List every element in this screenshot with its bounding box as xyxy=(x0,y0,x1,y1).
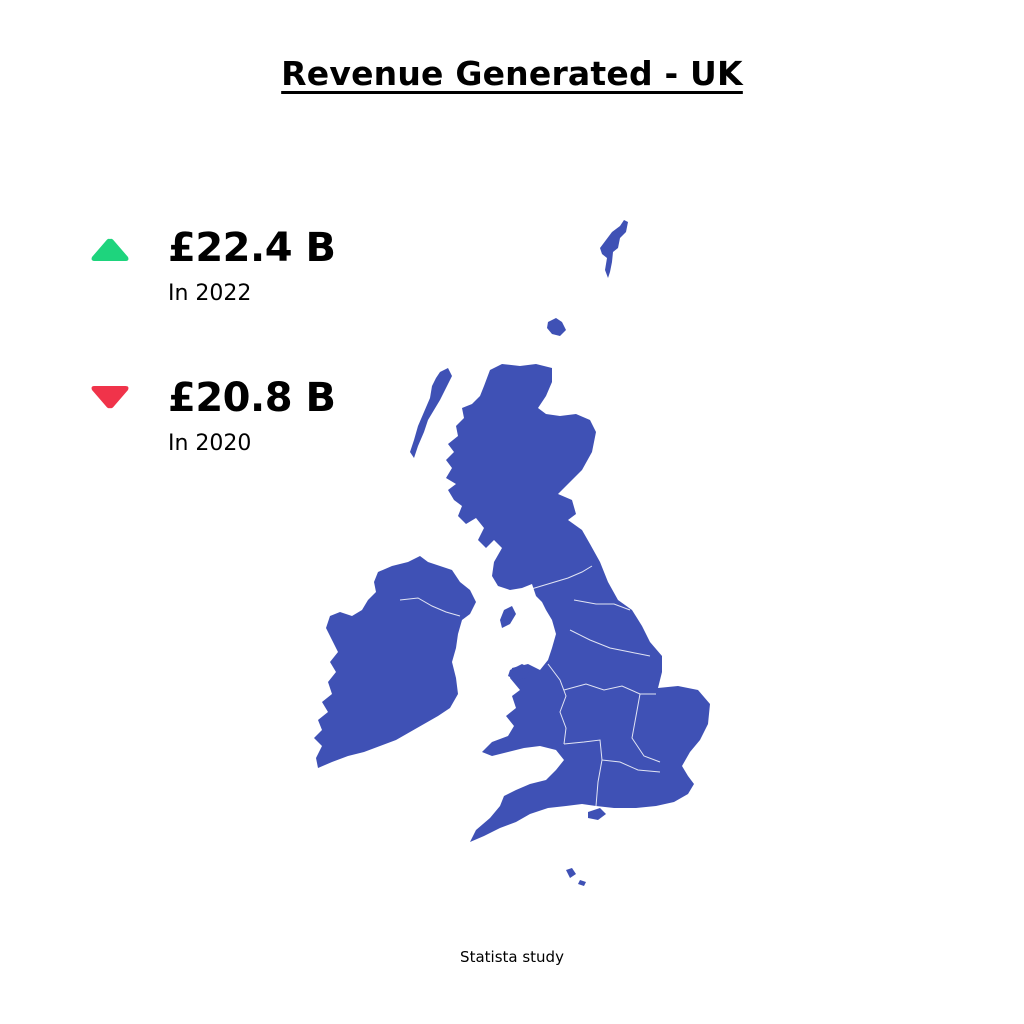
map-border-midlands xyxy=(563,683,656,695)
map-region-shetland xyxy=(600,220,628,278)
map-region-anglesey xyxy=(508,664,530,680)
map-border-east xyxy=(631,693,661,763)
stat-caption-2020: In 2020 xyxy=(168,431,252,456)
map-border-northern-ireland xyxy=(399,597,461,617)
map-region-isle-of-wight xyxy=(588,808,606,820)
stat-2020: £20.8 B In 2020 xyxy=(90,375,410,465)
stat-value-2020: £20.8 B xyxy=(168,375,336,421)
map-region-scilly xyxy=(566,868,586,886)
map-region-outer-hebrides xyxy=(410,368,452,458)
map-region-isle-of-man xyxy=(500,606,516,628)
map-region-orkney xyxy=(547,318,566,336)
uk-ireland-map xyxy=(314,220,710,886)
map-border-north-east xyxy=(573,599,631,611)
map-border-south-west xyxy=(563,739,603,807)
arrow-up-icon xyxy=(91,238,129,261)
map-region-great-britain xyxy=(446,364,710,842)
map-border-wales-england xyxy=(547,663,567,745)
arrow-down-icon xyxy=(91,386,129,409)
map-border-yorkshire xyxy=(569,629,651,657)
stat-caption-2022: In 2022 xyxy=(168,281,252,306)
stat-2022: £22.4 B In 2022 xyxy=(90,225,410,315)
map-border-south-east xyxy=(601,759,661,773)
stat-value-2022: £22.4 B xyxy=(168,225,336,271)
page-title: Revenue Generated - UK xyxy=(281,54,743,93)
map-border-scotland-england xyxy=(527,565,593,591)
map-region-ireland xyxy=(314,556,476,768)
source-note: Statista study xyxy=(460,948,564,966)
